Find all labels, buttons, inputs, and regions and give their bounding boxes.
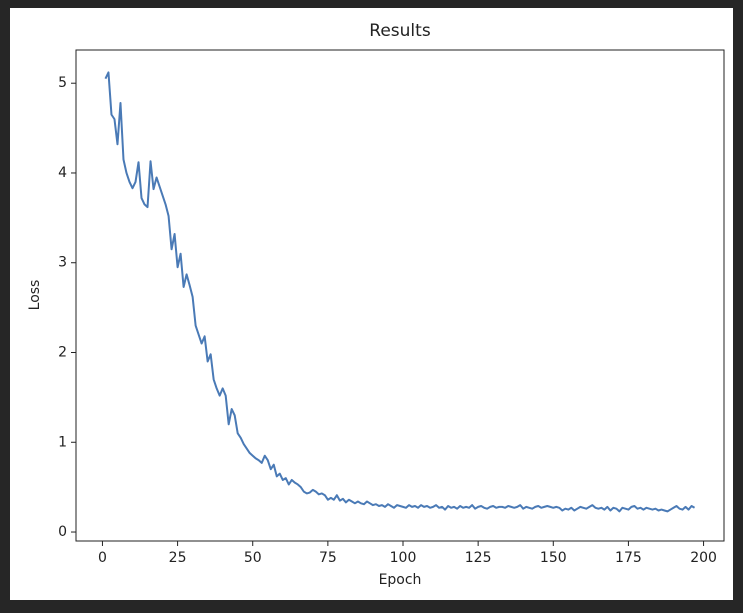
y-tick-label: 4 (58, 165, 67, 181)
x-tick-label: 200 (690, 550, 717, 566)
x-tick-label: 0 (98, 550, 107, 566)
y-tick-label: 3 (58, 255, 67, 271)
x-axis-label: Epoch (379, 572, 422, 588)
figure (10, 8, 733, 600)
x-tick-label: 100 (390, 550, 417, 566)
y-axis-label: Loss (27, 280, 43, 311)
x-tick-label: 175 (615, 550, 642, 566)
y-tick-label: 0 (58, 524, 67, 540)
y-tick-label: 1 (58, 434, 67, 450)
x-tick-label: 25 (169, 550, 187, 566)
axes-frame (75, 49, 725, 542)
chart-title: Results (369, 21, 431, 41)
loss-line (104, 71, 696, 513)
y-tick-label: 5 (58, 75, 67, 91)
x-tick-label: 75 (319, 550, 337, 566)
x-tick-label: 125 (465, 550, 492, 566)
y-tick-label: 2 (58, 344, 67, 360)
x-tick-label: 150 (540, 550, 567, 566)
x-tick-label: 50 (244, 550, 262, 566)
